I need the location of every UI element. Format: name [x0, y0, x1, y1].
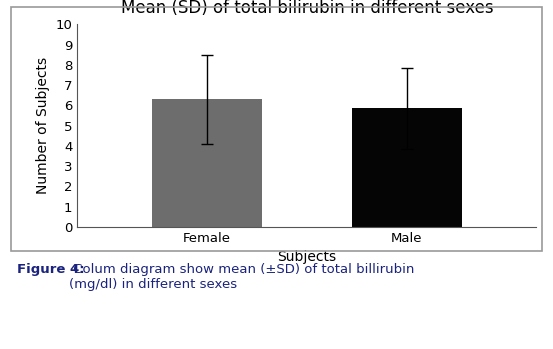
- Bar: [152, 99, 262, 227]
- Title: Mean (SD) of total bilirubin in different sexes: Mean (SD) of total bilirubin in differen…: [121, 0, 493, 17]
- Y-axis label: Number of Subjects: Number of Subjects: [36, 57, 50, 194]
- X-axis label: Subjects: Subjects: [278, 250, 336, 264]
- Text: Figure 4:: Figure 4:: [17, 263, 84, 276]
- Bar: [352, 109, 462, 227]
- Text: Colum diagram show mean (±SD) of total billirubin
(mg/dl) in different sexes: Colum diagram show mean (±SD) of total b…: [69, 263, 415, 291]
